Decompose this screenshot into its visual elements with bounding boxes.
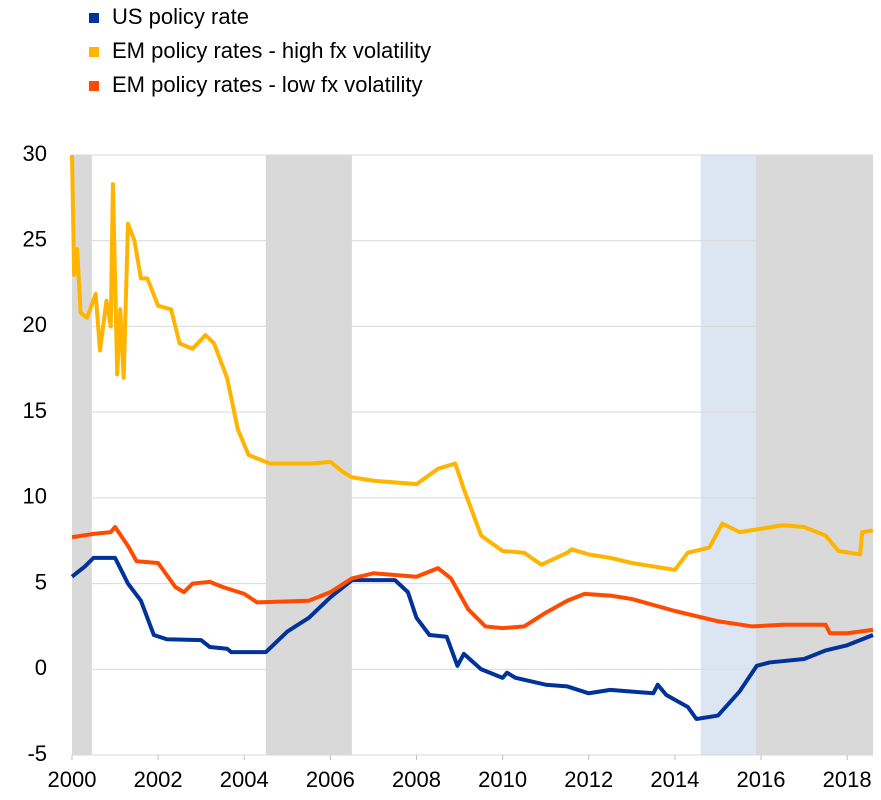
y-tick-label: 25 xyxy=(23,227,47,252)
x-tick-label: 2014 xyxy=(650,767,699,792)
x-tick-label: 2006 xyxy=(306,767,355,792)
x-tick-label: 2004 xyxy=(220,767,269,792)
x-tick-label: 2002 xyxy=(134,767,183,792)
x-tick-label: 2010 xyxy=(478,767,527,792)
x-tick-label: 2008 xyxy=(392,767,441,792)
shaded-period xyxy=(72,155,92,755)
x-tick-label: 2000 xyxy=(48,767,97,792)
shaded-period xyxy=(755,155,873,755)
x-tick-label: 2012 xyxy=(564,767,613,792)
shaded-period xyxy=(265,155,352,755)
x-tick-label: 2018 xyxy=(823,767,872,792)
y-tick-label: 20 xyxy=(23,312,47,337)
legend-swatch xyxy=(89,81,99,91)
legend-label: EM policy rates - low fx volatility xyxy=(112,72,423,97)
y-tick-label: 10 xyxy=(23,484,47,509)
legend-label: EM policy rates - high fx volatility xyxy=(112,38,431,63)
legend-label: US policy rate xyxy=(112,4,249,29)
y-tick-label: 15 xyxy=(23,398,47,423)
series-line xyxy=(70,154,874,572)
legend-swatch xyxy=(89,13,99,23)
series-line xyxy=(70,555,874,721)
shaded-period xyxy=(700,155,756,755)
x-tick-label: 2016 xyxy=(737,767,786,792)
y-tick-label: 30 xyxy=(23,141,47,166)
y-tick-label: 0 xyxy=(35,655,47,680)
series-line xyxy=(71,525,874,636)
legend-swatch xyxy=(89,47,99,57)
y-tick-label: 5 xyxy=(35,569,47,594)
y-tick-label: -5 xyxy=(27,741,47,766)
